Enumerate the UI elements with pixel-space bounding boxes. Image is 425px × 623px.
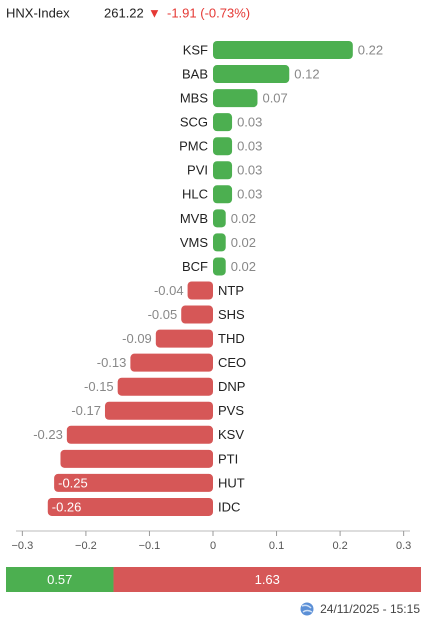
bar [213,137,233,156]
bar [66,425,213,444]
category-label: DNP [218,379,245,394]
breadth-label: 1.63 [255,572,280,587]
category-label: VMS [180,235,209,250]
x-tick-label: −0.1 [139,540,161,552]
bar [155,329,213,348]
value-label: 0.03 [237,115,262,130]
category-label: HUT [218,475,245,490]
bar [104,401,213,420]
timestamp: 24/11/2025 - 15:15 [320,602,420,616]
value-label: -0.23 [33,427,63,442]
category-label: SCG [180,115,208,130]
x-tick-label: −0.3 [11,540,33,552]
category-label: KSV [218,427,244,442]
bar [60,449,213,468]
value-label: -0.13 [97,355,127,370]
bar [213,209,226,228]
value-label: 0.03 [237,139,262,154]
category-label: KSF [183,42,208,57]
value-label: -0.09 [122,331,152,346]
bar [54,473,214,492]
category-label: BAB [182,66,208,81]
breadth-segment [6,567,114,592]
value-label: -0.04 [154,283,184,298]
bar [187,281,213,300]
category-label: PTI [218,451,238,466]
bar [213,41,353,59]
value-label: 0.12 [294,66,319,81]
breadth-label: 0.57 [47,572,72,587]
bar [213,185,233,204]
category-label: BCF [182,259,208,274]
x-tick-label: −0.2 [75,540,97,552]
value-label: -0.17 [71,403,101,418]
bar [213,113,233,132]
bar [130,353,213,372]
category-label: NTP [218,283,244,298]
category-label: THD [218,331,245,346]
bar [213,89,258,108]
value-label: -0.25 [58,475,88,490]
bar [117,377,213,396]
value-label: -0.15 [84,379,114,394]
category-label: MBS [180,91,209,106]
category-label: CEO [218,355,246,370]
category-label: SHS [218,307,245,322]
value-label: 0.07 [262,91,287,106]
category-label: PVS [218,403,244,418]
value-label: 0.22 [358,42,383,57]
index-name: HNX-Index [6,5,70,20]
x-tick-label: 0 [210,540,216,552]
bar [213,65,290,84]
value-label: 0.03 [237,163,262,178]
value-label: 0.03 [237,187,262,202]
category-label: HLC [182,187,208,202]
value-label: 0.02 [231,259,256,274]
timestamp-icon [300,602,314,616]
bar [47,497,213,516]
value-label: -0.26 [52,499,82,514]
category-label: PVI [187,163,208,178]
index-value: 261.22 [104,5,144,20]
category-label: PMC [179,139,208,154]
value-label: 0.02 [231,235,256,250]
bar [181,305,213,324]
index-arrow: ▼ [148,5,161,20]
bar [213,257,226,276]
bar [213,161,233,180]
x-tick-label: 0.3 [396,540,411,552]
value-label: -0.05 [148,307,178,322]
x-tick-label: 0.1 [269,540,284,552]
x-tick-label: 0.2 [332,540,347,552]
category-label: IDC [218,499,240,514]
value-label: 0.02 [231,211,256,226]
category-label: MVB [180,211,208,226]
bar [213,233,226,252]
breadth-segment [113,567,421,592]
index-change: -1.91 (-0.73%) [167,5,250,20]
